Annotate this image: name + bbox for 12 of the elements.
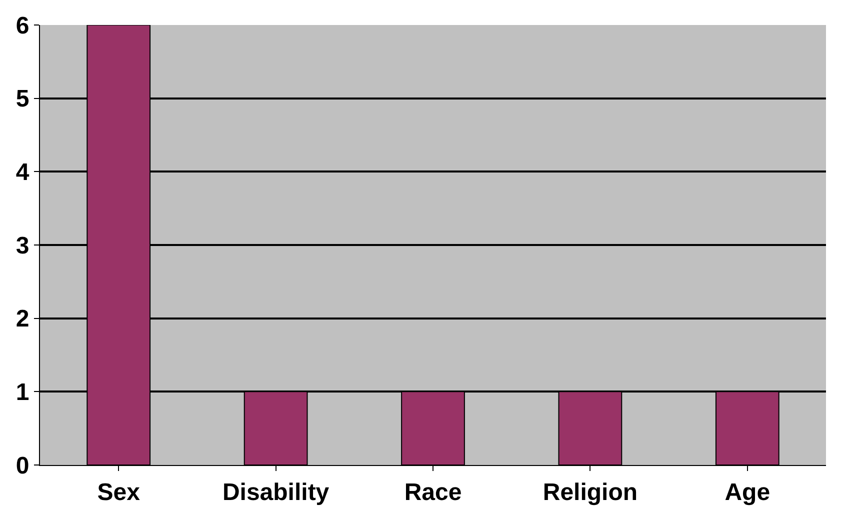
- x-tick-label: Disability: [222, 478, 330, 506]
- x-tick-label: Sex: [97, 478, 141, 506]
- y-tick-label: 3: [16, 232, 30, 260]
- y-tick-label: 1: [16, 379, 30, 406]
- y-tick-label: 0: [16, 452, 30, 480]
- x-tick-label: Religion: [542, 478, 638, 506]
- y-tick-label: 5: [16, 86, 30, 113]
- y-tick-label: 4: [16, 159, 30, 186]
- y-tick-label: 2: [16, 306, 30, 333]
- y-tick-label: 6: [16, 12, 30, 40]
- x-tick-label: Race: [404, 478, 462, 506]
- x-tick-label: Age: [724, 478, 770, 506]
